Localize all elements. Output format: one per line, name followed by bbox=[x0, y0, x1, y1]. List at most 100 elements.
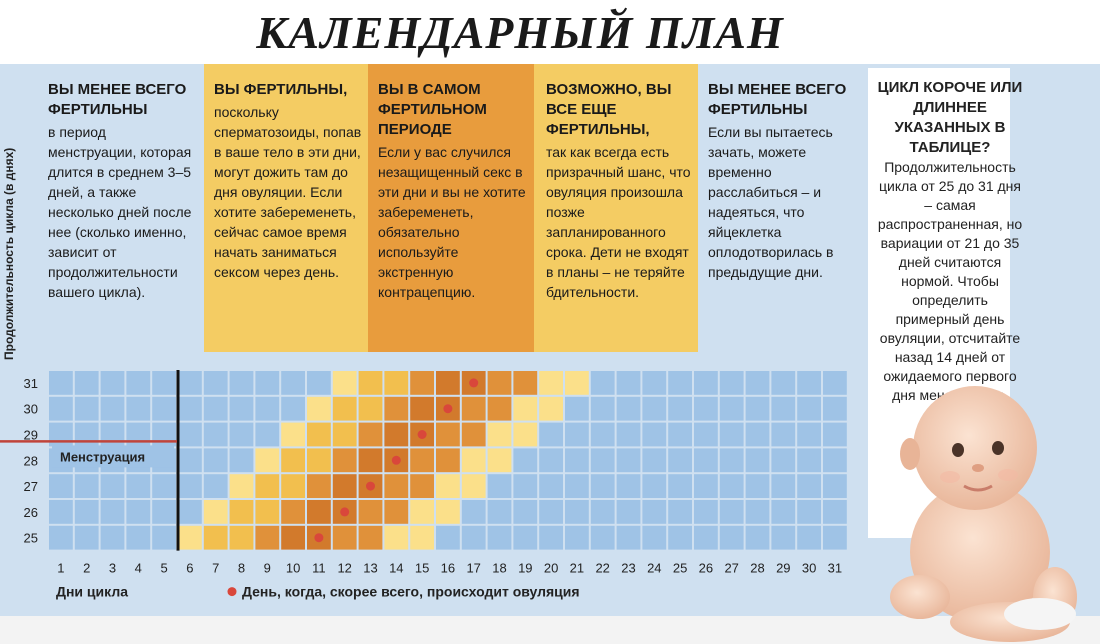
y-tick-label: 27 bbox=[24, 479, 38, 494]
grid-cell bbox=[152, 422, 176, 447]
grid-cell bbox=[332, 422, 357, 447]
x-tick-label: 16 bbox=[441, 561, 455, 576]
grid-cell bbox=[719, 422, 744, 447]
grid-cell bbox=[642, 371, 667, 395]
grid-cell bbox=[100, 422, 125, 447]
grid-cell bbox=[358, 422, 383, 447]
grid-cell bbox=[436, 525, 460, 550]
ovulation-dot bbox=[314, 533, 324, 543]
grid-cell bbox=[229, 474, 254, 498]
zone-possible bbox=[534, 64, 698, 352]
grid-cell bbox=[539, 371, 563, 395]
grid-cell bbox=[590, 396, 615, 421]
grid-cell bbox=[410, 371, 434, 395]
ovulation-dot bbox=[417, 430, 427, 439]
grid-cell bbox=[178, 422, 202, 447]
grid-cell bbox=[178, 371, 202, 395]
grid-cell bbox=[642, 422, 667, 447]
grid-cell bbox=[487, 422, 512, 447]
y-tick-label: 31 bbox=[24, 376, 38, 391]
grid-cell bbox=[74, 422, 99, 447]
column-peak: ВЫ В САМОМ ФЕРТИЛЬНОМ ПЕРИОДЕ Если у вас… bbox=[378, 80, 526, 302]
grid-cell bbox=[461, 500, 486, 524]
grid-cell bbox=[590, 448, 615, 473]
grid-cell bbox=[332, 525, 357, 550]
grid-cell bbox=[719, 474, 744, 498]
grid-cell bbox=[203, 396, 228, 421]
grid-cell bbox=[49, 474, 73, 498]
grid-cell bbox=[281, 448, 305, 473]
grid-cell bbox=[100, 500, 125, 524]
grid-cell bbox=[668, 422, 692, 447]
legend-text: День, когда, скорее всего, происходит ов… bbox=[242, 584, 580, 600]
grid-cell bbox=[461, 525, 486, 550]
grid-cell bbox=[539, 474, 563, 498]
grid-cell bbox=[436, 500, 460, 524]
grid-cell bbox=[178, 448, 202, 473]
grid-cell bbox=[694, 396, 718, 421]
grid-cell bbox=[668, 448, 692, 473]
zone-fertile bbox=[204, 64, 368, 352]
grid-cell bbox=[436, 474, 460, 498]
grid-cell bbox=[771, 500, 796, 524]
grid-cell bbox=[771, 474, 796, 498]
grid-cell bbox=[126, 474, 151, 498]
grid-cell bbox=[642, 525, 667, 550]
grid-cell bbox=[823, 422, 847, 447]
grid-cell bbox=[307, 474, 331, 498]
grid-cell bbox=[694, 474, 718, 498]
grid-cell bbox=[384, 371, 409, 395]
grid-cell bbox=[745, 396, 770, 421]
x-tick-label: 3 bbox=[109, 561, 116, 576]
grid-cell bbox=[823, 371, 847, 395]
column-heading: ВЫ ФЕРТИЛЬНЫ, bbox=[214, 81, 348, 98]
grid-cell bbox=[616, 474, 641, 498]
grid-cell bbox=[436, 448, 460, 473]
grid-cell bbox=[281, 422, 305, 447]
grid-cell bbox=[255, 525, 280, 550]
grid-cell bbox=[100, 474, 125, 498]
grid-cell bbox=[203, 474, 228, 498]
grid-cell bbox=[49, 371, 73, 395]
legend-dot bbox=[227, 587, 237, 597]
grid-cell bbox=[513, 474, 538, 498]
grid-cell bbox=[100, 371, 125, 395]
column-body: так как всегда есть призрачный шанс, что… bbox=[546, 144, 691, 300]
grid-cell bbox=[590, 474, 615, 498]
grid-cell bbox=[668, 500, 692, 524]
grid-cell bbox=[281, 500, 305, 524]
grid-cell bbox=[616, 525, 641, 550]
grid-cell bbox=[410, 500, 434, 524]
grid-cell bbox=[642, 448, 667, 473]
grid-cell bbox=[436, 422, 460, 447]
ovulation-dot bbox=[469, 378, 479, 388]
x-tick-label: 10 bbox=[286, 561, 300, 576]
grid-cell bbox=[461, 474, 486, 498]
grid-cell bbox=[668, 396, 692, 421]
grid-cell bbox=[74, 500, 99, 524]
grid-cell bbox=[487, 500, 512, 524]
column-heading: ВЫ МЕНЕЕ ВСЕГО ФЕРТИЛЬНЫ bbox=[708, 81, 847, 118]
grid-cell bbox=[358, 448, 383, 473]
grid-cell bbox=[178, 396, 202, 421]
grid-cell bbox=[332, 371, 357, 395]
grid-cell bbox=[513, 525, 538, 550]
x-tick-label: 4 bbox=[135, 561, 142, 576]
grid-cell bbox=[384, 474, 409, 498]
x-tick-label: 19 bbox=[518, 561, 532, 576]
grid-cell bbox=[152, 371, 176, 395]
grid-cell bbox=[719, 396, 744, 421]
grid-cell bbox=[771, 396, 796, 421]
x-tick-label: 31 bbox=[828, 561, 842, 576]
grid-cell bbox=[255, 474, 280, 498]
grid-cell bbox=[126, 500, 151, 524]
grid-cell bbox=[565, 396, 589, 421]
grid-cell bbox=[332, 474, 357, 498]
grid-cell bbox=[487, 396, 512, 421]
grid-cell bbox=[590, 422, 615, 447]
page-title: КАЛЕНДАРНЫЙ ПЛАН bbox=[256, 7, 784, 58]
grid-cell bbox=[642, 396, 667, 421]
grid-cell bbox=[539, 525, 563, 550]
column-fertile: ВЫ ФЕРТИЛЬНЫ, поскольку сперматозоиды, п… bbox=[214, 80, 362, 282]
grid-cell bbox=[823, 474, 847, 498]
